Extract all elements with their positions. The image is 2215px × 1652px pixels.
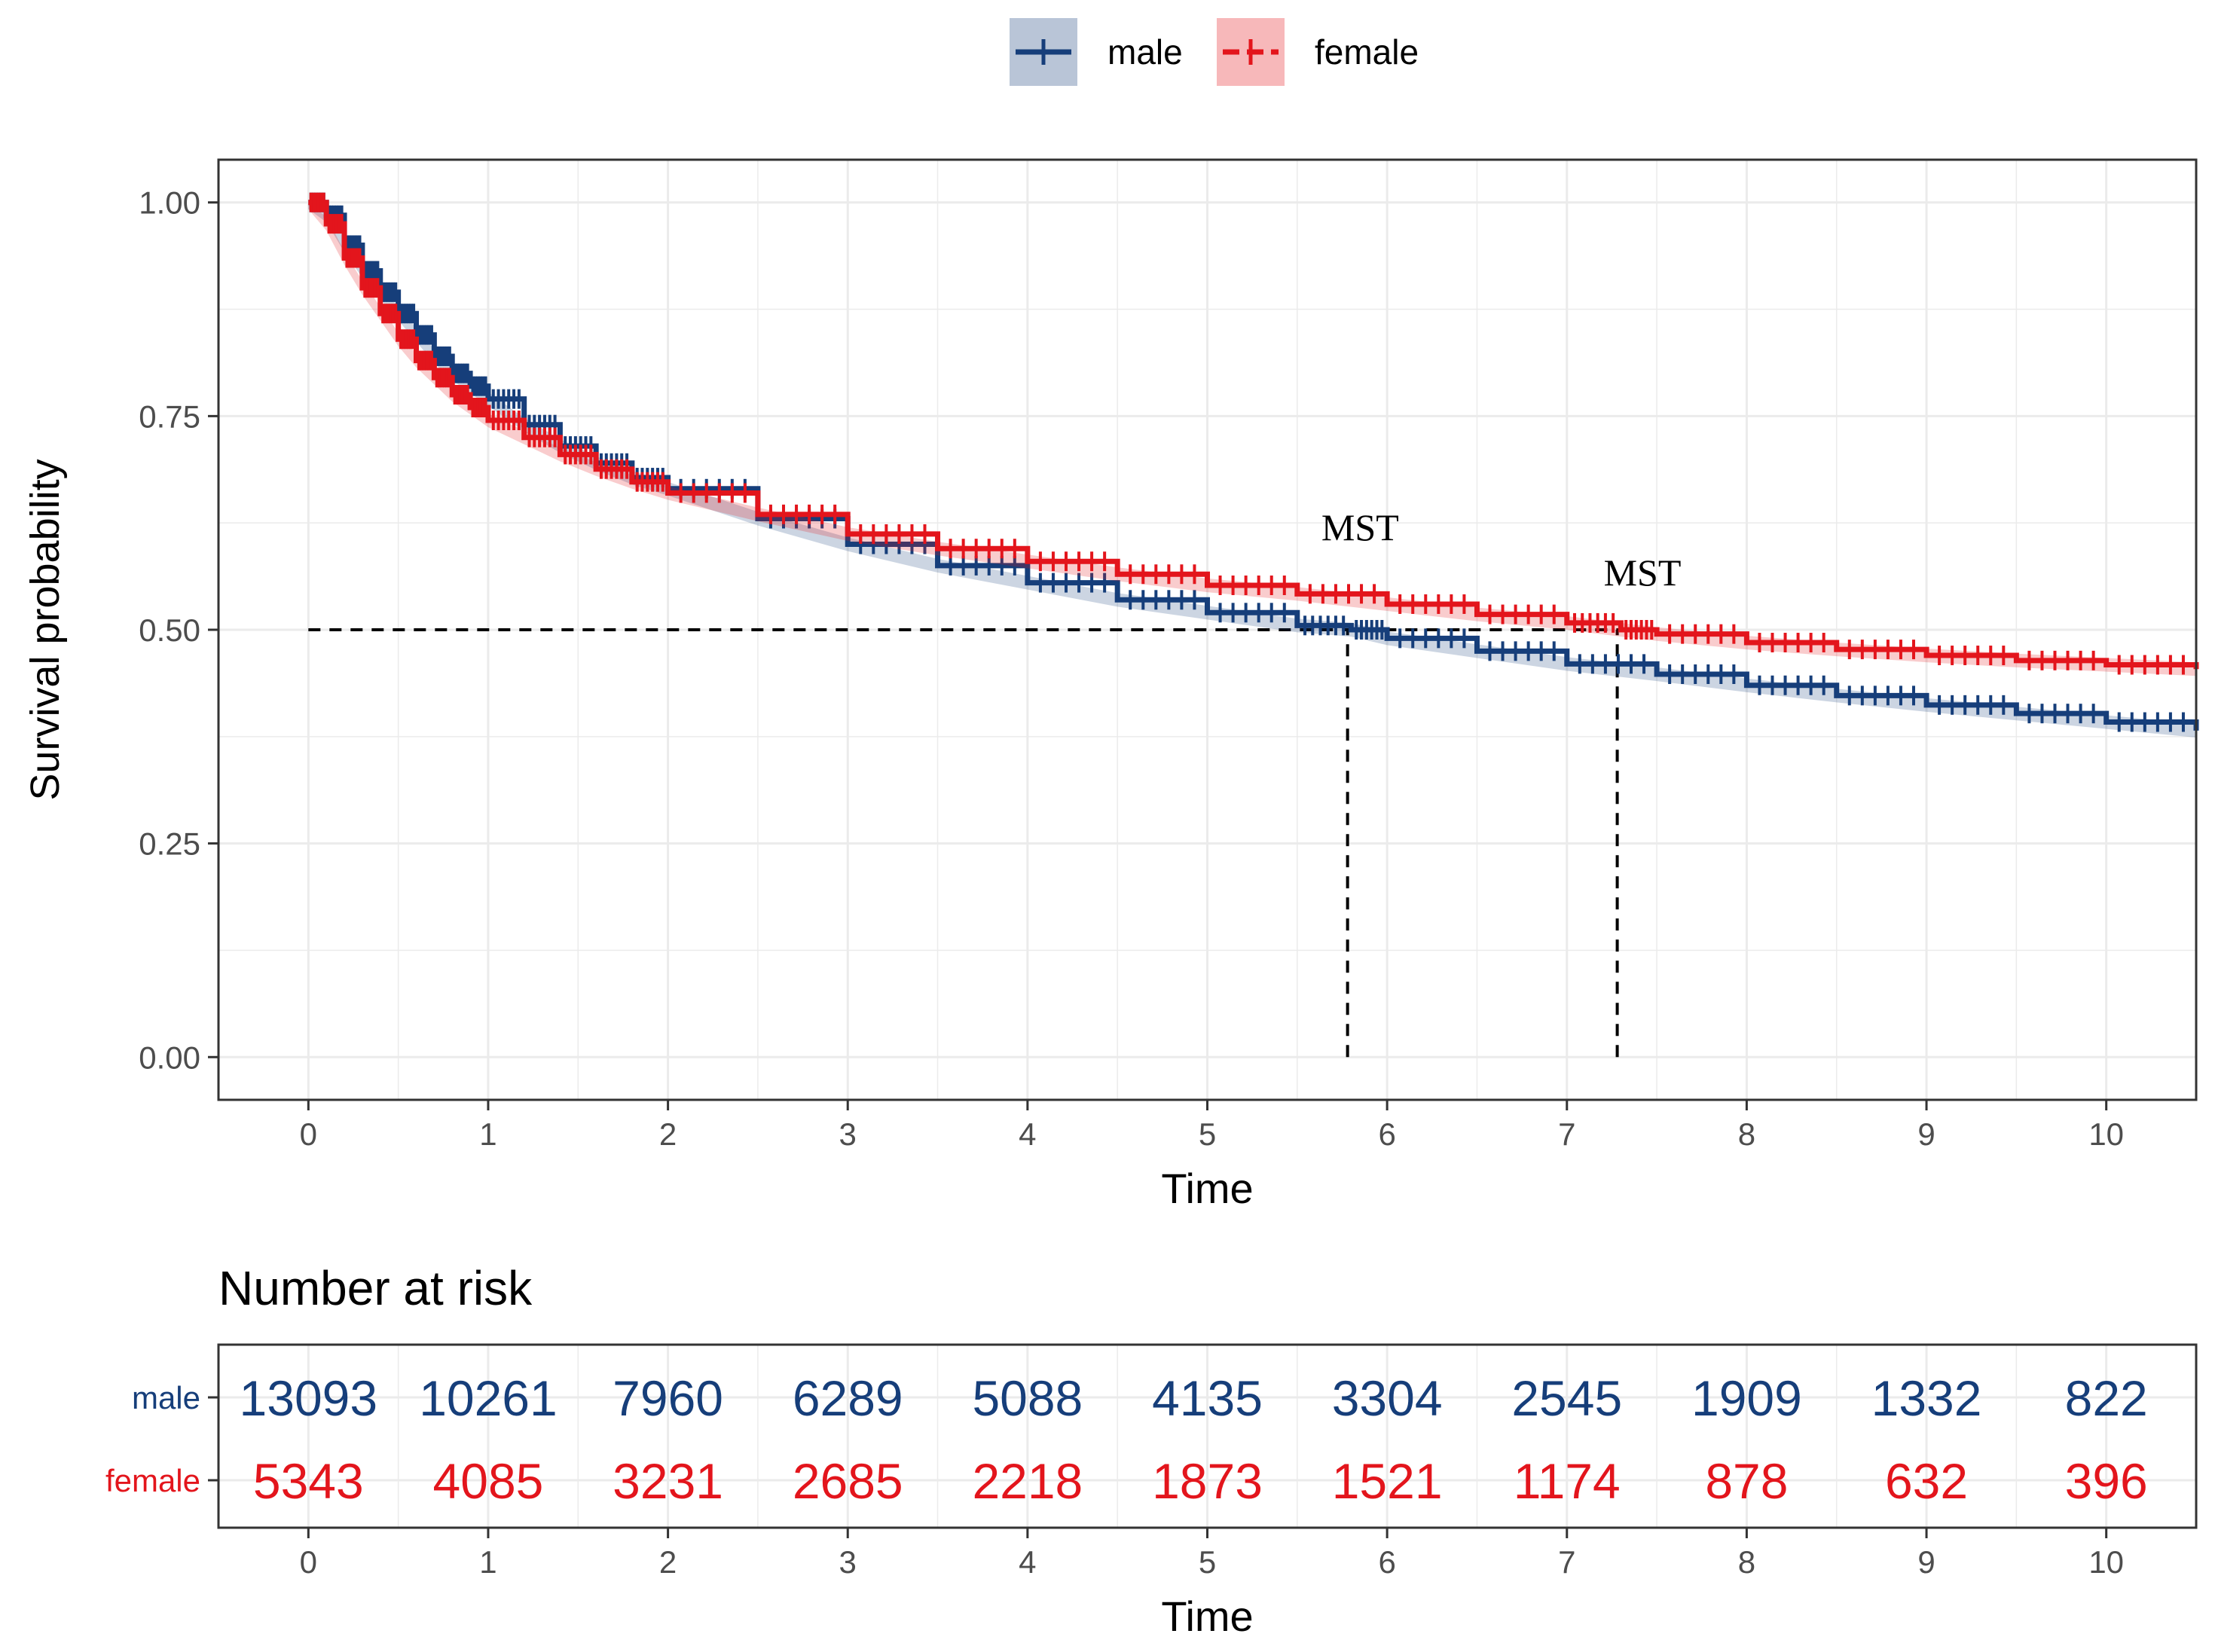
risk-row-label-male: male [132,1380,200,1415]
risk-x-tick-label: 5 [1199,1544,1216,1580]
median-survival-reference-lines [308,628,1621,1058]
x-tick-label: 5 [1199,1116,1216,1152]
risk-x-tick-label: 4 [1019,1544,1036,1580]
female-survival-curve [308,200,2199,670]
survival-plot-gridlines [218,160,2196,1100]
risk-cell-male: 6289 [793,1370,903,1426]
risk-cell-male: 1332 [1871,1370,1982,1426]
risk-cell-male: 3304 [1332,1370,1443,1426]
risk-x-tick-label: 2 [659,1544,677,1580]
x-tick-label: 2 [659,1116,677,1152]
mst-annotation: MST [1604,551,1682,594]
survival-curves [308,192,2199,737]
risk-cell-male: 13093 [240,1370,378,1426]
annotations: MST MST [1321,506,1681,594]
risk-cell-female: 2218 [972,1453,1083,1509]
mst-annotation: MST [1321,506,1399,548]
survival-plot-panel: MST MST 0.00 0.25 0.50 0.75 1.00 0 1 2 3 4 5 6 7 8 9 10… [23,158,2199,1212]
y-tick-label: 0.50 [139,612,200,648]
female-censor-marks [309,192,2185,675]
risk-cell-male: 822 [2065,1370,2148,1426]
legend-label-female: female [1315,32,1419,72]
x-tick-label: 6 [1378,1116,1395,1152]
risk-cell-female: 5343 [253,1453,364,1509]
risk-cell-female: 1873 [1152,1453,1263,1509]
risk-table-gridlines [218,1345,2196,1528]
risk-cell-female: 878 [1705,1453,1788,1509]
risk-cell-female: 2685 [793,1453,903,1509]
x-tick-label: 4 [1019,1116,1036,1152]
y-tick-label: 0.75 [139,398,200,434]
x-tick-label: 8 [1738,1116,1755,1152]
risk-x-tick-label: 8 [1738,1544,1755,1580]
risk-cell-male: 5088 [972,1370,1083,1426]
risk-cell-male: 2545 [1511,1370,1622,1426]
x-tick-label: 0 [300,1116,317,1152]
x-axis-title: Time [1161,1165,1253,1212]
risk-x-tick-label: 1 [479,1544,496,1580]
y-tick-label: 0.00 [139,1040,200,1075]
x-tick-label: 7 [1558,1116,1575,1152]
risk-table-x-ticks: 0 1 2 3 4 5 6 7 8 9 10 [300,1528,2124,1580]
risk-x-tick-label: 0 [300,1544,317,1580]
x-tick-label: 3 [839,1116,857,1152]
x-tick-label: 10 [2088,1116,2124,1152]
legend-label-male: male [1108,32,1183,72]
risk-table-title: Number at risk [218,1261,533,1315]
y-tick-label: 0.25 [139,826,200,862]
risk-cell-female: 632 [1885,1453,1968,1509]
risk-x-tick-label: 7 [1558,1544,1575,1580]
legend: male female [1010,18,1419,86]
risk-table-row-labels: male female [105,1380,218,1498]
x-tick-label: 1 [479,1116,496,1152]
risk-cell-female: 1174 [1514,1453,1621,1509]
x-tick-label: 9 [1917,1116,1935,1152]
risk-cell-female: 396 [2065,1453,2148,1509]
y-tick-label: 1.00 [139,185,200,221]
risk-x-tick-label: 6 [1378,1544,1395,1580]
risk-x-tick-label: 10 [2088,1544,2124,1580]
risk-x-tick-label: 9 [1917,1544,1935,1580]
y-axis-ticks: 0.00 0.25 0.50 0.75 1.00 [139,185,218,1075]
risk-cell-male: 7960 [613,1370,723,1426]
risk-cell-male: 4135 [1152,1370,1263,1426]
risk-table-panel: Number at risk 13093 10261 7960 6289 5088 413… [105,1261,2198,1640]
risk-cell-female: 1521 [1332,1453,1443,1509]
risk-cell-male: 10261 [419,1370,558,1426]
y-axis-title: Survival probability [23,459,68,800]
risk-table-x-axis-title: Time [1161,1592,1253,1640]
risk-x-tick-label: 3 [839,1544,857,1580]
risk-cell-male: 1909 [1691,1370,1802,1426]
risk-cell-female: 4085 [433,1453,544,1509]
risk-row-label-female: female [105,1463,200,1498]
x-axis-ticks: 0 1 2 3 4 5 6 7 8 9 10 [300,1100,2124,1152]
risk-table-values: 13093 10261 7960 6289 5088 4135 3304 2545 1909 13… [240,1370,2148,1509]
risk-cell-female: 3231 [613,1453,723,1509]
